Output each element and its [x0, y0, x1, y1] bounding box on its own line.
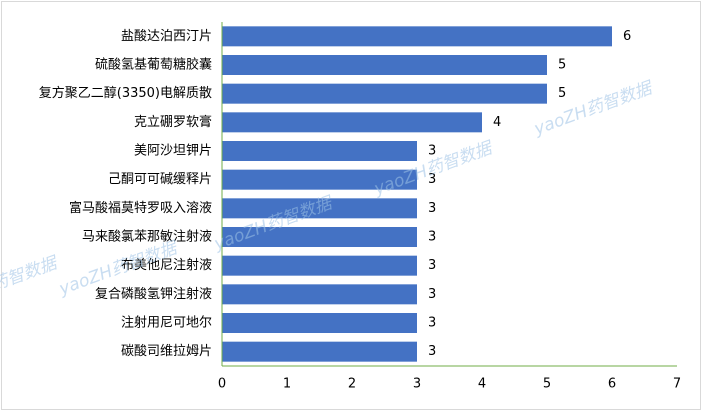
x-tick-label: 1	[283, 377, 291, 392]
y-tick-label: 马来酸氯苯那敏注射液	[82, 229, 212, 245]
value-label: 5	[558, 58, 566, 73]
y-tick-label: 注射用尼可地尔	[121, 315, 212, 331]
bar	[222, 55, 547, 75]
bar	[222, 83, 547, 104]
y-tick-label: 硫酸氢基葡萄糖胶囊	[95, 57, 212, 73]
bar	[222, 313, 417, 333]
bar	[222, 26, 612, 47]
y-tick-label: 碳酸司维拉姆片	[121, 344, 212, 359]
x-tick-label: 0	[218, 377, 226, 392]
value-label: 3	[428, 144, 436, 159]
y-tick-label: 富马酸福莫特罗吸入溶液	[69, 200, 212, 216]
value-label: 3	[428, 287, 436, 302]
y-tick-label: 布美他尼注射液	[121, 257, 212, 273]
value-label: 4	[493, 115, 501, 130]
bar	[222, 284, 417, 305]
value-label: 5	[558, 86, 566, 101]
value-label: 3	[428, 344, 436, 359]
y-tick-label: 美阿沙坦钾片	[134, 144, 212, 159]
x-tick-label: 4	[478, 377, 486, 392]
x-tick-label: 3	[413, 377, 421, 392]
y-tick-label: 克立硼罗软膏	[134, 114, 212, 130]
value-label: 3	[428, 230, 436, 245]
y-tick-label: 己酮可可碱缓释片	[108, 172, 212, 187]
x-tick-label: 5	[543, 377, 551, 392]
x-tick-label: 7	[673, 377, 681, 392]
value-label: 3	[428, 201, 436, 216]
y-tick-label: 复方聚乙二醇(3350)电解质散	[39, 85, 212, 101]
bar	[222, 198, 417, 219]
bar	[222, 341, 417, 362]
bar	[222, 227, 417, 247]
y-tick-label: 复合磷酸氢钾注射液	[95, 286, 212, 302]
x-tick-label: 6	[608, 377, 616, 392]
bar	[222, 169, 417, 190]
value-label: 3	[428, 172, 436, 187]
bar	[222, 141, 417, 161]
value-label: 6	[623, 29, 631, 44]
bar	[222, 112, 482, 133]
y-tick-label: 盐酸达泊西汀片	[121, 29, 212, 44]
value-label: 3	[428, 258, 436, 273]
value-label: 3	[428, 316, 436, 331]
bar	[222, 255, 417, 276]
x-tick-label: 2	[348, 377, 356, 392]
